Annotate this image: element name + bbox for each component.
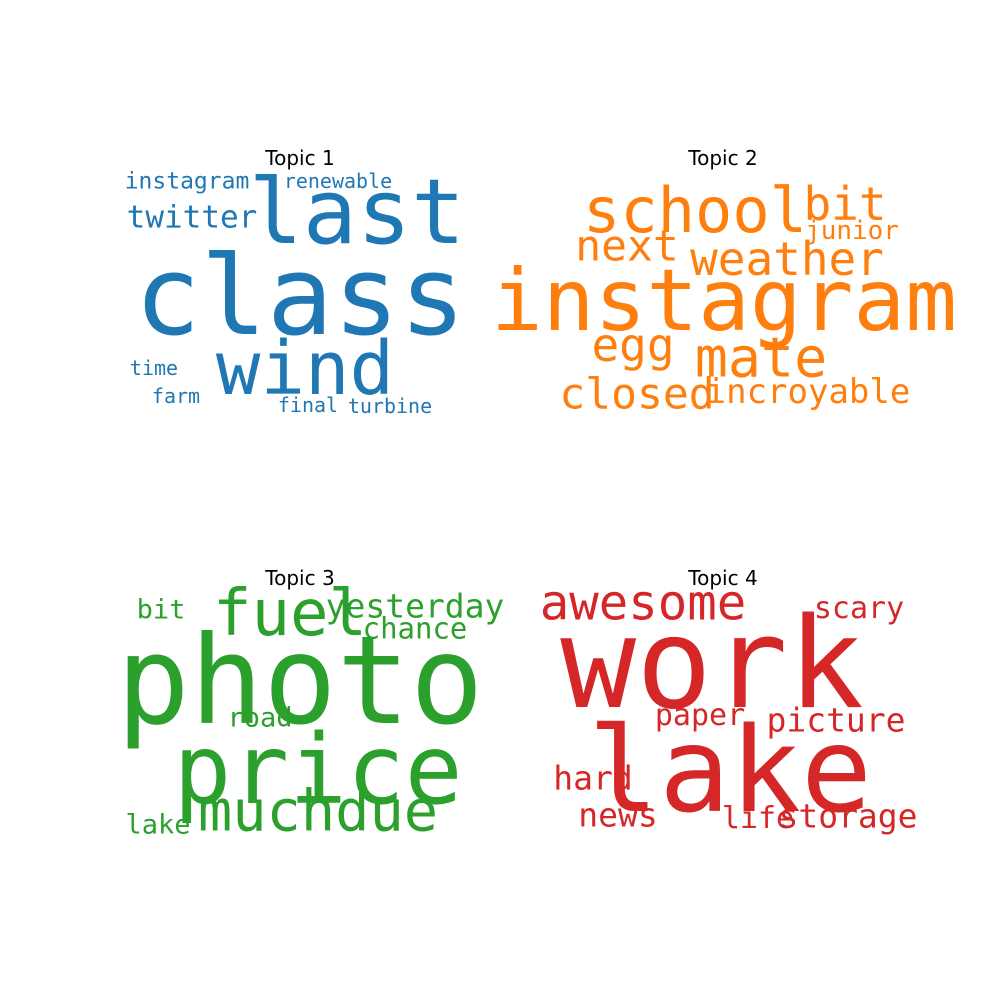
- topic-1-word-instagram: instagram: [124, 168, 250, 195]
- topic-4-word-lake: lake: [587, 701, 873, 839]
- topic-3-title: Topic 3: [265, 566, 335, 590]
- topic-2-word-bit: bit: [803, 177, 887, 231]
- topic-4-word-storage: storage: [778, 796, 918, 836]
- topic-2-title: Topic 2: [688, 146, 758, 170]
- topic-2-word-egg: egg: [591, 318, 675, 372]
- topic-3-word-bit: bit: [136, 594, 186, 626]
- topic-1-title: Topic 1: [265, 146, 335, 170]
- topic-4-word-paper: paper: [654, 698, 746, 733]
- topic-3-word-fuel: fuel: [212, 577, 368, 651]
- topic-1-word-twitter: twitter: [126, 199, 258, 236]
- topic-1-word-renewable: renewable: [283, 169, 393, 193]
- topic-1-word-time: time: [129, 356, 179, 380]
- topic-1-word-class: class: [134, 232, 466, 360]
- topic-3-word-muchdue: muchdue: [197, 778, 439, 845]
- topic-4-title: Topic 4: [688, 566, 758, 590]
- topic-3-wordcloud: Topic 3 photo price fuel muchdue yesterday ch…: [116, 566, 504, 852]
- topic-3-word-lake: lake: [125, 809, 191, 841]
- topic-4-word-awesome: awesome: [539, 574, 747, 632]
- topic-4-word-picture: picture: [766, 700, 906, 740]
- topic-2-word-instagram: instagram: [491, 251, 957, 351]
- topic-1-word-turbine: turbine: [347, 394, 433, 418]
- topic-3-word-road: road: [227, 702, 293, 734]
- topic-2-word-school: school: [583, 174, 807, 247]
- topic-2-wordcloud: Topic 2 instagram school mate weather bit egg…: [491, 146, 957, 432]
- topic-4-wordcloud: Topic 4 work lake awesome picture hard news st…: [540, 566, 918, 852]
- topic-4-word-scary: scary: [813, 591, 905, 626]
- topic-1-wordcloud: Topic 1 class last wind twitter instagram ren…: [124, 146, 475, 432]
- topic-1-word-final: final: [277, 393, 339, 417]
- topic-4-word-news: news: [578, 795, 658, 835]
- topic-1-word-wind: wind: [215, 326, 395, 412]
- topic-3-word-photo: photo: [116, 610, 484, 752]
- topic-4-word-work: work: [560, 590, 864, 737]
- topic-1-word-farm: farm: [151, 384, 201, 408]
- topic-3-word-price: price: [173, 714, 463, 826]
- topic-4-word-hard: hard: [553, 758, 633, 798]
- topic-2-word-junior: junior: [805, 216, 899, 246]
- topic-2-word-incroyable: incroyable: [705, 372, 911, 412]
- topic-2-word-closed: closed: [559, 369, 715, 420]
- topic-2-word-next: next: [575, 221, 679, 272]
- topic-2-word-mate: mate: [694, 325, 828, 390]
- topic-4-word-life: life: [721, 801, 795, 836]
- topic-3-word-chance: chance: [362, 611, 468, 646]
- topic-1-word-last: last: [248, 160, 466, 265]
- topic-3-word-yesterday: yesterday: [325, 586, 505, 626]
- topic-2-word-weather: weather: [690, 232, 884, 286]
